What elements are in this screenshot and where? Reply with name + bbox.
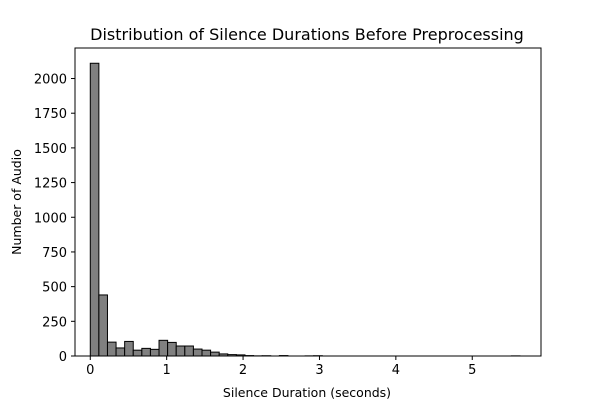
x-tick-label: 3: [315, 363, 323, 378]
y-tick-label: 1750: [34, 107, 67, 122]
y-tick-label: 250: [42, 315, 67, 330]
histogram-bar: [175, 345, 186, 357]
y-axis-ticks: 0 250 500 750 1000 1250 1500 1750 2000: [34, 73, 75, 365]
y-tick-label: 2000: [34, 73, 67, 88]
histogram-bar: [158, 339, 169, 357]
histogram-bar: [184, 345, 194, 357]
y-tick-label: 1250: [34, 177, 67, 192]
y-tick-label: 1500: [34, 142, 67, 157]
histogram-bar: [124, 340, 134, 357]
histogram-bar: [132, 349, 143, 357]
histogram-bar: [141, 347, 151, 357]
histogram-bar: [192, 348, 203, 357]
x-axis-label: Silence Duration (seconds): [223, 385, 391, 400]
x-axis-ticks: 0 1 2 3 4 5: [86, 356, 476, 378]
histogram-bar: [89, 62, 100, 357]
y-tick-label: 750: [42, 246, 67, 261]
plot-frame: [74, 47, 542, 357]
histogram-bar: [98, 294, 108, 357]
histogram-bar: [115, 347, 126, 357]
y-tick-label: 0: [59, 350, 67, 365]
y-tick-label: 500: [42, 281, 67, 296]
x-tick-label: 2: [239, 363, 247, 378]
x-tick-label: 5: [468, 363, 476, 378]
histogram-bar: [201, 349, 212, 357]
y-tick-label: 1000: [34, 211, 67, 226]
y-axis-label: Number of Audio: [9, 149, 24, 255]
histogram-bar: [106, 341, 117, 357]
histogram-bar: [149, 348, 160, 357]
histogram-bar: [167, 341, 177, 357]
histogram-bar: [210, 351, 220, 357]
x-tick-label: 1: [163, 363, 171, 378]
chart-title: Distribution of Silence Durations Before…: [90, 25, 524, 44]
x-tick-label: 4: [392, 363, 400, 378]
x-tick-label: 0: [86, 363, 94, 378]
